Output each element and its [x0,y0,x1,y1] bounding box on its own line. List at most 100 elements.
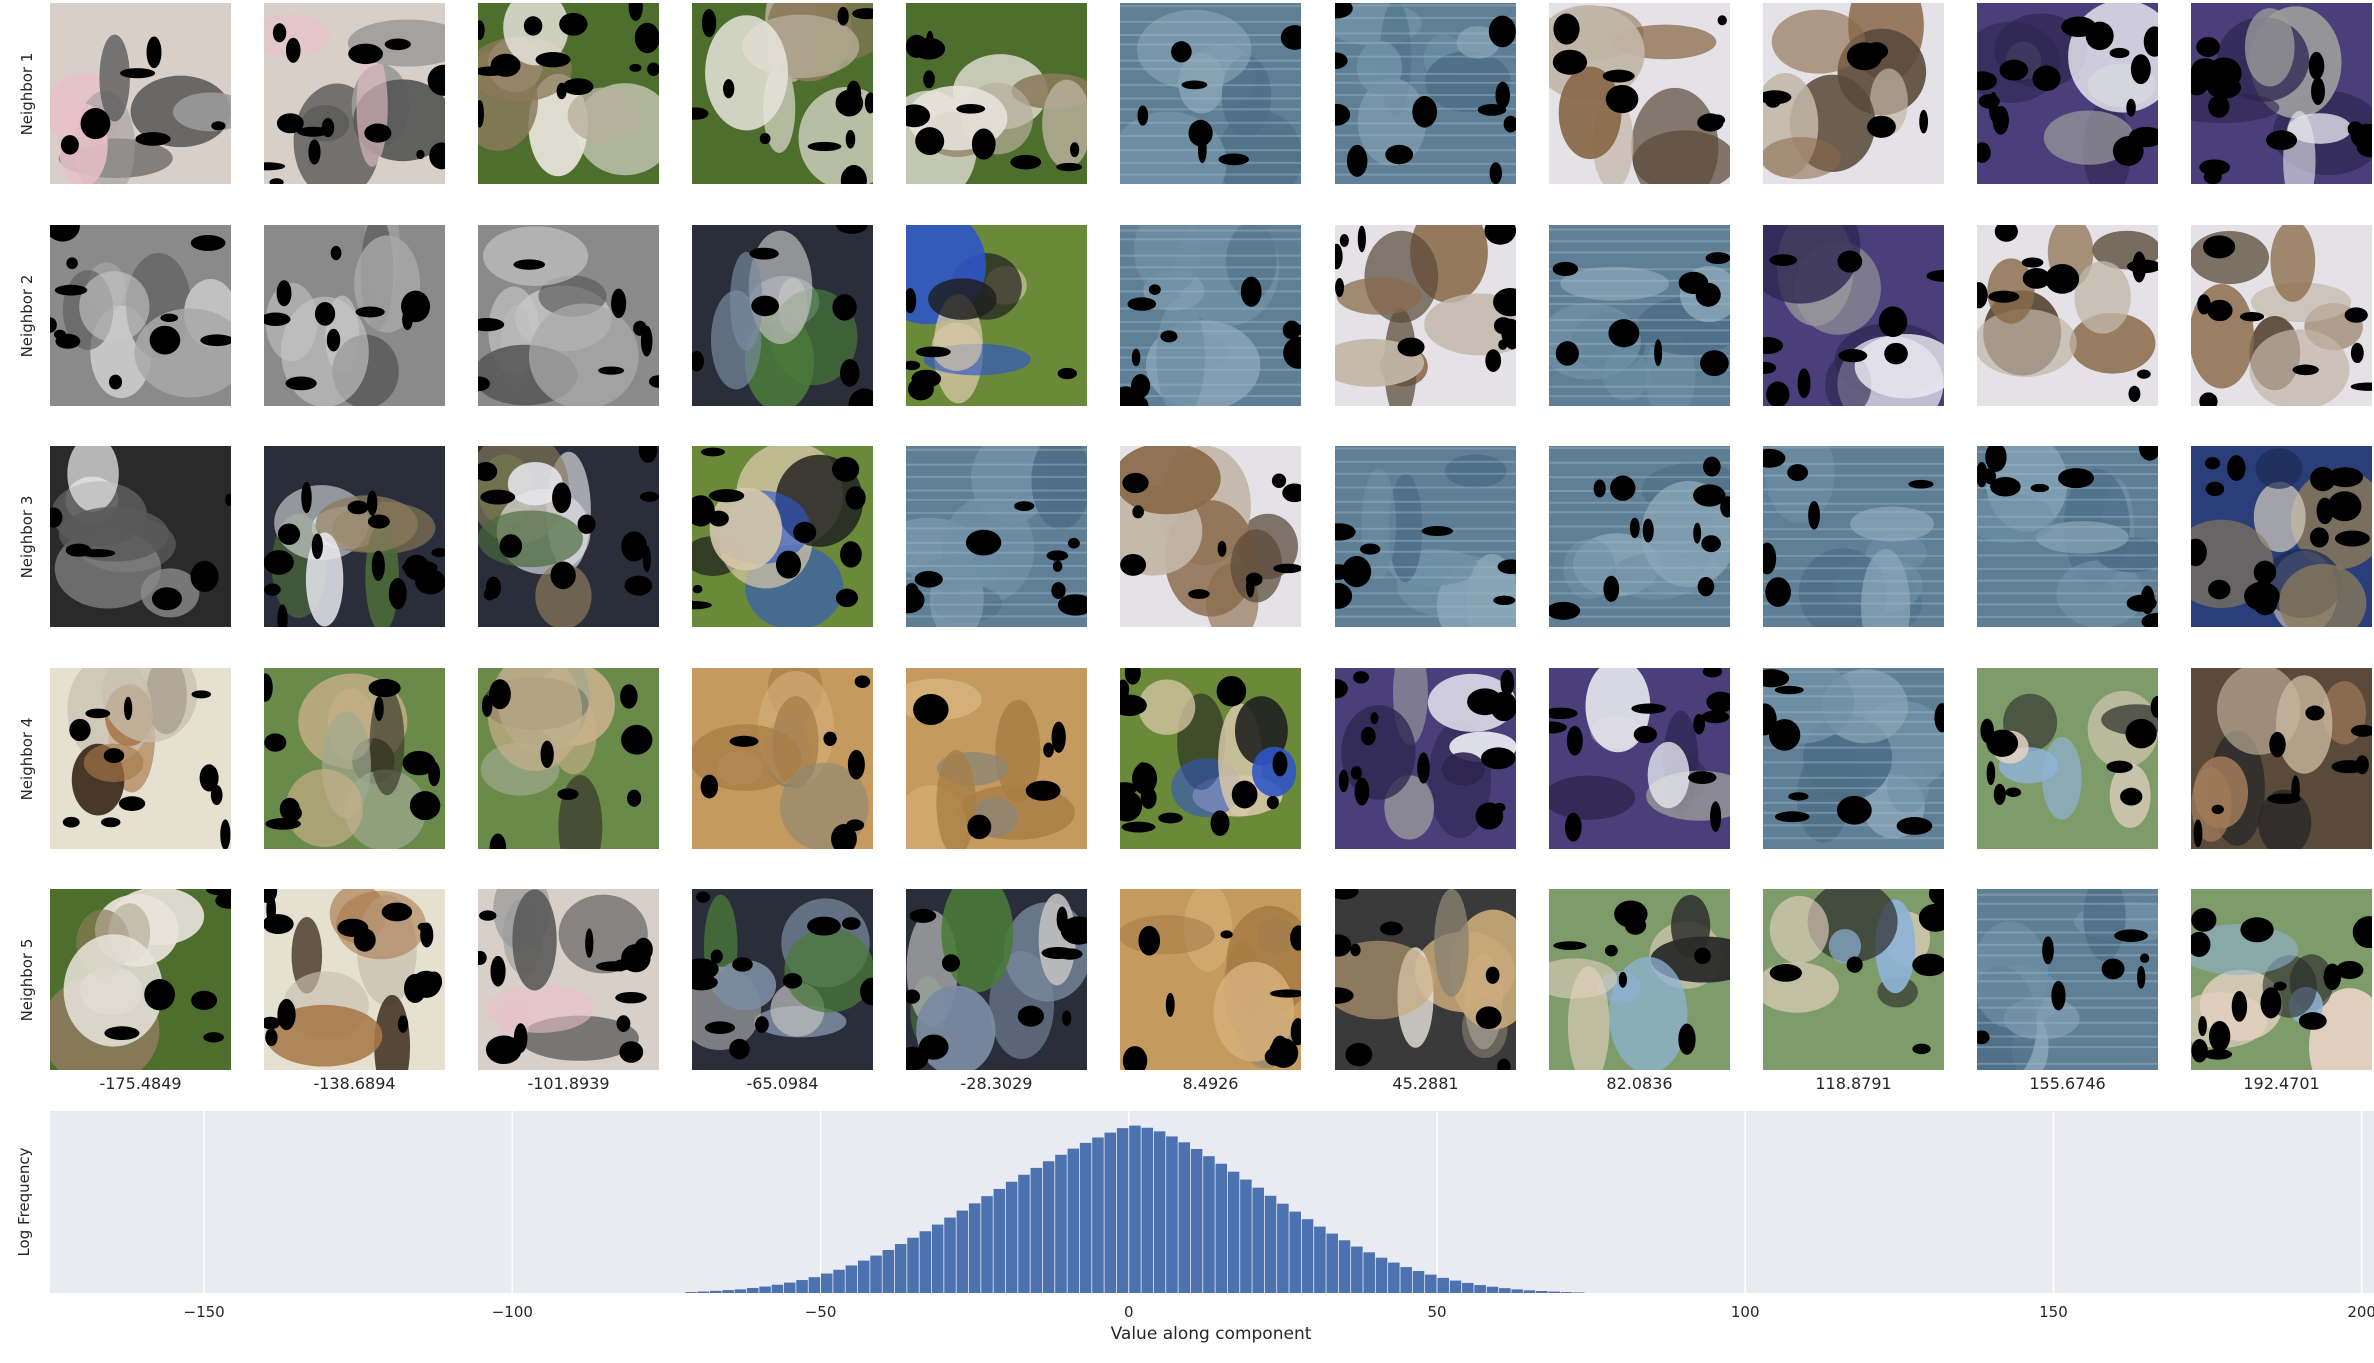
neighbor-thumbnail-r2-c10 [1977,225,2158,406]
neighbor-thumbnail-r4-c5 [906,668,1087,849]
histogram-bar [1351,1246,1363,1293]
neighbor-thumbnail-r1-c4 [692,3,873,184]
column-value-label: 118.8791 [1815,1074,1892,1093]
histogram-bar [1104,1132,1117,1293]
neighbor-thumbnail-r1-c3 [478,3,659,184]
row-label-text: Neighbor 3 [18,495,36,578]
thumbnail-image [1763,3,1944,184]
neighbor-thumbnail-r5-c11 [2191,889,2372,1070]
column-value-label: -28.3029 [960,1074,1033,1093]
neighbor-thumbnail-r2-c2 [264,225,445,406]
histogram-bar [1079,1142,1092,1293]
neighbor-thumbnail-r3-c6 [1120,446,1301,627]
histogram-bar [1227,1171,1240,1293]
neighbor-thumbnail-r4-c7 [1335,668,1516,849]
thumbnail-image [1335,446,1516,627]
histogram-bar [870,1255,882,1293]
histogram-bar [894,1244,907,1293]
histogram-bar [722,1290,734,1293]
row-label-text: Neighbor 2 [18,274,36,357]
neighbor-thumbnail-r1-c1 [50,3,231,184]
thumbnail-image [2191,3,2372,184]
thumbnail-image [1763,889,1944,1070]
histogram-bar [1400,1267,1412,1293]
histogram-bar [907,1237,919,1293]
neighbor-thumbnail-r5-c3 [478,889,659,1070]
histogram-bar [1486,1286,1499,1293]
histogram-bar [1277,1203,1289,1293]
thumbnail-image [1977,889,2158,1070]
histogram-bar [1005,1181,1018,1293]
neighbor-thumbnail-r3-c3 [478,446,659,627]
thumbnail-image [2191,668,2372,849]
x-axis-label: Value along component [1110,1324,1312,1344]
neighbor-thumbnail-r3-c1 [50,446,231,627]
thumbnail-image [1335,225,1516,406]
histogram-bar [1141,1127,1154,1293]
histogram-bar [808,1277,821,1293]
neighbor-thumbnail-r4-c3 [478,668,659,849]
histogram-bar [1129,1125,1141,1293]
histogram-bar [944,1217,956,1293]
thumbnail-image [1120,3,1301,184]
thumbnail-image [1120,446,1301,627]
neighbor-thumbnail-r4-c2 [264,668,445,849]
neighbor-thumbnail-r3-c7 [1335,446,1516,627]
histogram-bar [1388,1262,1400,1293]
histogram-bar [1092,1137,1104,1293]
thumbnail-image [1977,446,2158,627]
histogram-bar [1289,1211,1301,1293]
histogram-bar [1326,1233,1338,1293]
neighbor-thumbnail-r4-c11 [2191,668,2372,849]
thumbnail-image [478,668,659,849]
thumbnail-image [2191,225,2372,406]
y-axis-label-text: Log Frequency [15,1147,33,1257]
x-tick-label: −50 [804,1303,837,1321]
thumbnail-image [1763,225,1944,406]
neighbor-thumbnail-r3-c9 [1763,446,1944,627]
thumbnail-image [906,225,1087,406]
neighbor-thumbnail-r1-c11 [2191,3,2372,184]
histogram-bar [1067,1148,1080,1293]
thumbnail-image [50,446,231,627]
histogram-bar [833,1269,845,1293]
column-value-label: -65.0984 [746,1074,819,1093]
neighbor-thumbnail-r1-c7 [1335,3,1516,184]
thumbnail-image [50,225,231,406]
histogram-bar [1536,1291,1548,1293]
neighbor-thumbnail-r1-c10 [1977,3,2158,184]
histogram-bar [1042,1161,1055,1293]
histogram-bar [1240,1179,1252,1293]
neighbor-thumbnail-r3-c4 [692,446,873,627]
thumbnail-image [1549,446,1730,627]
neighbor-thumbnail-r5-c9 [1763,889,1944,1070]
thumbnail-image [264,889,445,1070]
thumbnail-image [1335,3,1516,184]
column-value-label: 155.6746 [2029,1074,2106,1093]
x-tick-label: 50 [1427,1303,1447,1321]
histogram-bar [1030,1167,1043,1293]
histogram-bar [1190,1149,1203,1293]
neighbor-thumbnail-r4-c4 [692,668,873,849]
thumbnail-image [1549,225,1730,406]
thumbnail-image [264,225,445,406]
neighbor-thumbnail-r2-c1 [50,225,231,406]
histogram-bar [697,1291,710,1293]
histogram-bar [1573,1292,1585,1293]
histogram-bar [931,1224,944,1293]
thumbnail-image [264,668,445,849]
histogram-bar [993,1188,1006,1293]
histogram-bar [734,1289,747,1293]
histogram-bar [1511,1289,1523,1293]
neighbor-thumbnail-r2-c5 [906,225,1087,406]
column-value-label: 192.4701 [2243,1074,2320,1093]
histogram-bar [1462,1282,1474,1293]
thumbnail-image [692,225,873,406]
histogram-bar [1153,1131,1166,1293]
histogram-bar [1338,1240,1351,1293]
thumbnail-image [1549,668,1730,849]
histogram-bar [1203,1156,1215,1293]
histogram-bar [746,1287,759,1293]
thumbnail-image [264,3,445,184]
column-value-label: 82.0836 [1606,1074,1673,1093]
